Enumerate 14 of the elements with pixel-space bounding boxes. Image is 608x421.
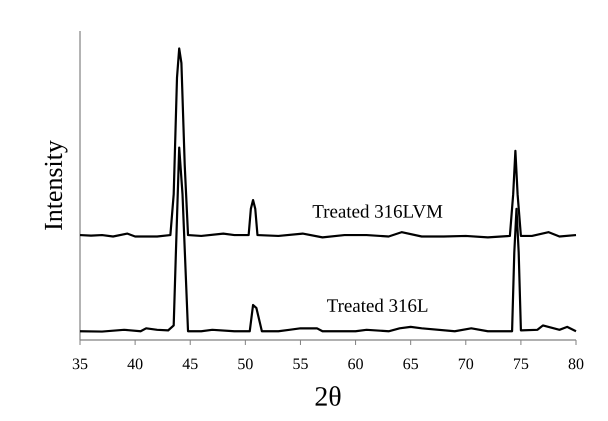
x-tick-label: 50 bbox=[238, 358, 253, 370]
x-tick-label: 35 bbox=[72, 358, 88, 370]
x-tick-label: 45 bbox=[182, 358, 198, 370]
x-tick-label: 55 bbox=[293, 358, 308, 370]
x-axis-title: 2θ bbox=[316, 386, 340, 406]
y-axis-title: Intensity bbox=[44, 140, 68, 230]
series-label: Treated 316L bbox=[327, 298, 428, 312]
series-label: Treated 316LVM bbox=[312, 204, 442, 218]
x-tick-label: 80 bbox=[568, 358, 584, 370]
x-tick-label: 60 bbox=[348, 358, 363, 370]
x-tick-label: 65 bbox=[403, 358, 418, 370]
x-tick-label: 70 bbox=[458, 358, 474, 370]
x-tick-label: 75 bbox=[514, 358, 528, 370]
x-tick-label: 40 bbox=[127, 358, 142, 370]
